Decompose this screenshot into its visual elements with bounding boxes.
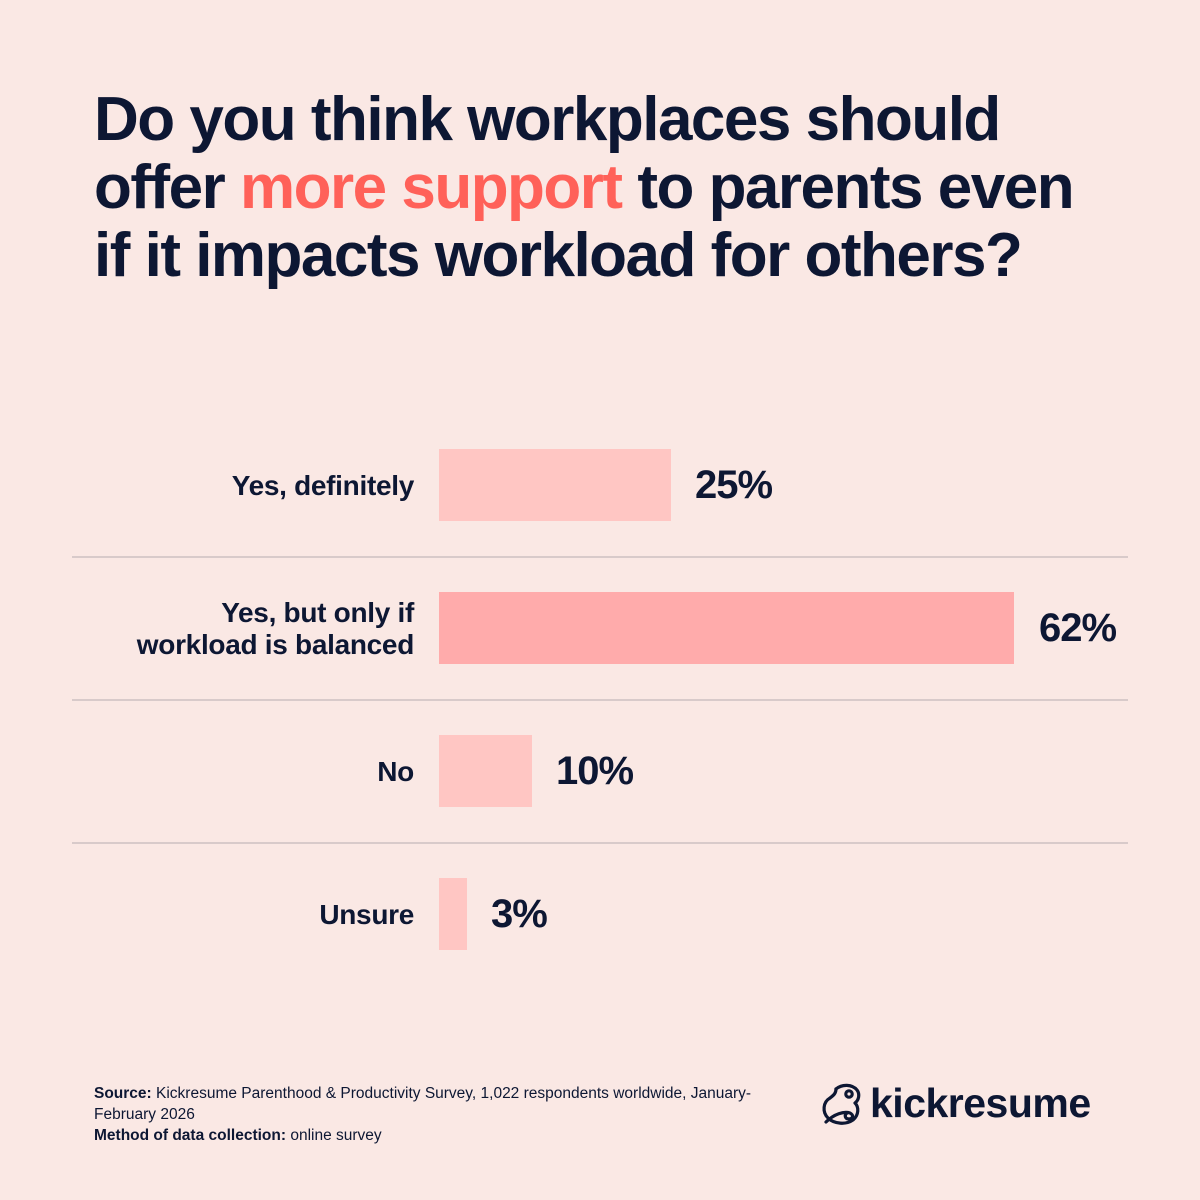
bar-value: 3%	[491, 891, 548, 936]
brand-logo: kickresume	[820, 1080, 1091, 1127]
method-text: online survey	[286, 1127, 382, 1144]
bar-row: Yes, definitely 25%	[72, 414, 1128, 557]
source-line: Source: Kickresume Parenthood & Producti…	[94, 1083, 754, 1125]
chameleon-logo-icon	[822, 1083, 861, 1125]
row-divider	[72, 556, 1128, 558]
title-text-after: to parents even if it impacts workload f…	[94, 153, 1075, 290]
bar-row: No 10%	[72, 700, 1128, 843]
title-text-before: Do you think workplaces should offer	[94, 85, 1001, 222]
bar-highlighted	[439, 592, 1014, 664]
row-divider	[72, 699, 1128, 701]
title-highlight: more support	[240, 153, 623, 222]
chart-title: Do you think workplaces should offer mor…	[94, 86, 1104, 290]
bar-label: No	[377, 755, 414, 787]
bar-label: Yes, definitely	[231, 469, 415, 501]
bar	[439, 878, 467, 950]
source-footer: Source: Kickresume Parenthood & Producti…	[94, 1083, 754, 1146]
bar-value: 62%	[1039, 605, 1117, 650]
bar-label: Unsure	[319, 898, 414, 930]
bar-row: Yes, but only if workload is balanced 62…	[72, 557, 1128, 700]
bar	[439, 735, 532, 807]
bar-label: Yes, but only if workload is balanced	[136, 596, 415, 660]
bar-value: 25%	[695, 462, 773, 507]
bar	[439, 449, 671, 521]
method-line: Method of data collection: online survey	[94, 1125, 754, 1146]
method-label: Method of data collection:	[94, 1127, 287, 1144]
brand-wordmark: kickresume	[870, 1080, 1091, 1126]
bar-row: Unsure 3%	[72, 843, 1128, 986]
source-label: Source:	[94, 1085, 152, 1102]
bar-chart: Yes, definitely 25% Yes, but only if wor…	[72, 414, 1128, 986]
bar-value: 10%	[556, 748, 634, 793]
source-text: Kickresume Parenthood & Productivity Sur…	[94, 1085, 752, 1123]
row-divider	[72, 842, 1128, 844]
